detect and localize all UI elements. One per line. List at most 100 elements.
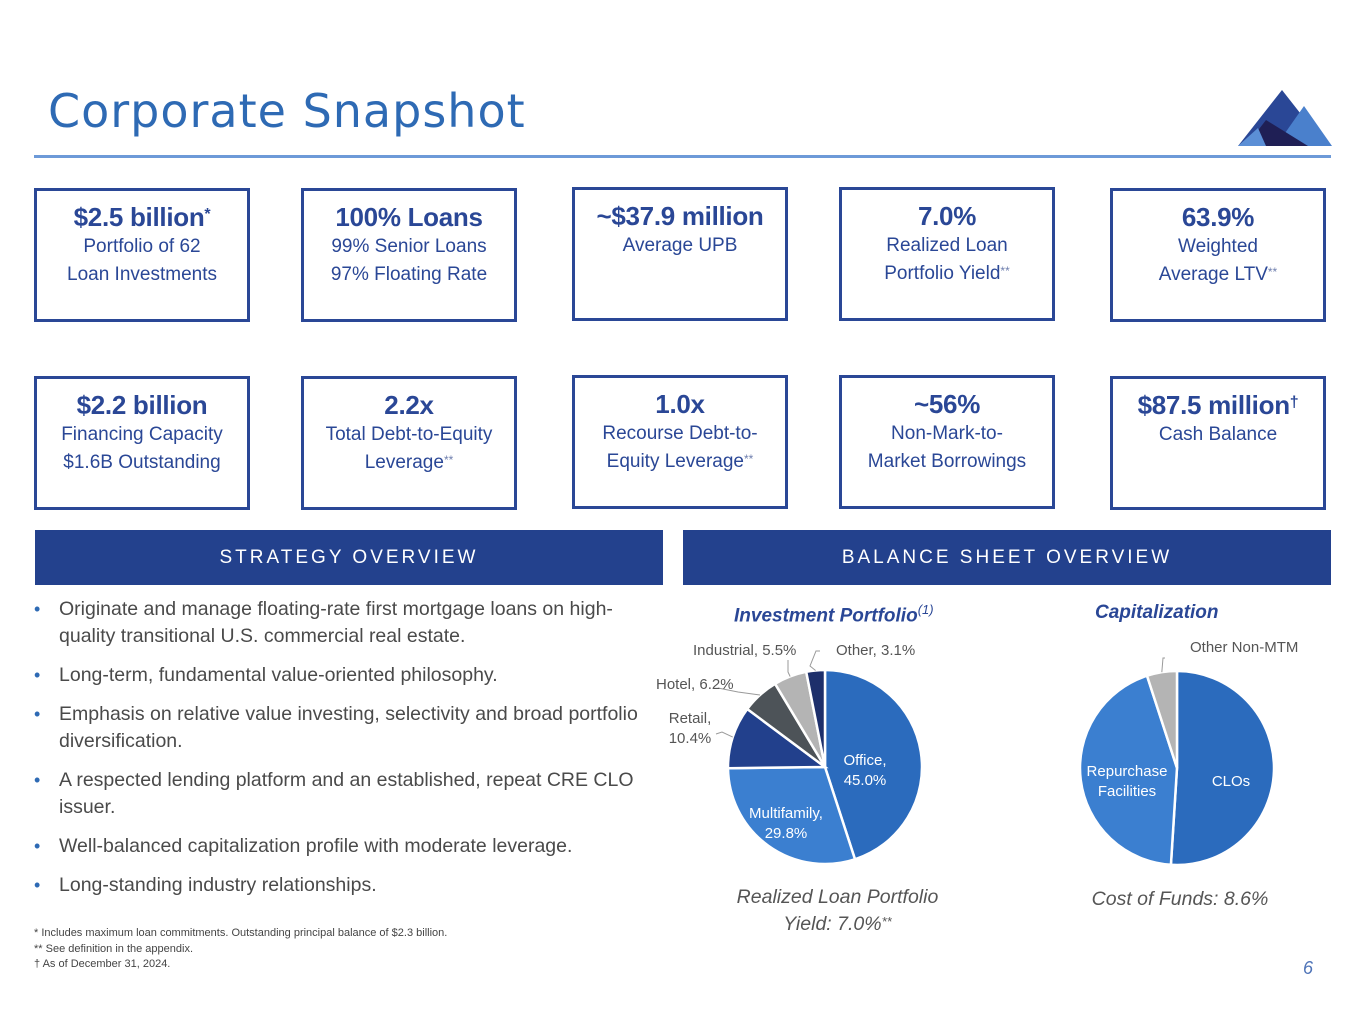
data-label-retail: Retail, [669, 710, 712, 727]
bullet-text: Emphasis on relative value investing, se… [59, 703, 638, 752]
kpi-value-text: 7.0% [917, 201, 977, 231]
pie-slice-office [823, 668, 924, 861]
kpi-label-line: Financing Capacity [37, 421, 247, 449]
kpi-value: 2.2x [304, 389, 514, 421]
kpi-label-line: Realized Loan [842, 232, 1052, 260]
kpi-label-line: Total Debt-to-Equity [304, 421, 514, 449]
bullet-icon: • [34, 836, 41, 856]
strategy-bullet: • A respected lending platform and an est… [34, 767, 654, 821]
kpi-label-line: Market Borrowings [842, 448, 1052, 476]
kpi-value-text: ~$37.9 million [596, 201, 764, 231]
kpi-label-line: Portfolio of 62 [37, 233, 247, 261]
leader-line [715, 731, 733, 738]
capitalization-pie-chart: CLOs Other Non-MTM Repurchase Facilities [1078, 639, 1298, 867]
footnote: † As of December 31, 2024. [34, 958, 171, 970]
bullet-text: A respected lending platform and an esta… [59, 769, 634, 818]
kpi-card: 1.0x Recourse Debt-to- Equity Leverage** [572, 375, 788, 509]
kpi-value-text: $2.5 billion [73, 202, 205, 232]
kpi-value-text: $87.5 million [1137, 390, 1290, 420]
strategy-bullet: • Long-term, fundamental value-oriented p… [34, 662, 654, 689]
kpi-label-text: Average UPB [622, 235, 738, 256]
kpi-label-text: Realized Loan [886, 235, 1008, 256]
kpi-card: 100% Loans 99% Senior Loans 97% Floating R… [301, 188, 517, 322]
title-divider [34, 155, 1331, 158]
kpi-label-text: Average LTV [1158, 264, 1268, 285]
kpi-card: $2.5 billion* Portfolio of 62 Loan Investm… [34, 188, 250, 322]
kpi-label-text: Financing Capacity [61, 424, 223, 445]
leader-line [1161, 657, 1165, 673]
kpi-value-text: $2.2 billion [76, 390, 208, 420]
kpi-value-text: 100% Loans [335, 202, 483, 232]
kpi-value: $2.5 billion* [37, 201, 247, 233]
kpi-label-line: $1.6B Outstanding [37, 449, 247, 477]
kpi-label-text: Cash Balance [1158, 424, 1278, 445]
chart-title-text: Investment Portfolio [734, 605, 918, 627]
strategy-bullet: • Emphasis on relative value investing, s… [34, 701, 654, 755]
data-label-multifamily: 29.8% [765, 825, 808, 842]
kpi-value-text: ~56% [913, 389, 981, 419]
leader-line [787, 660, 791, 677]
strategy-bullet-list: • Originate and manage floating-rate firs… [34, 596, 654, 911]
data-label-repurchase-facilities: Facilities [1098, 783, 1156, 800]
kpi-value-text: 2.2x [384, 390, 434, 420]
kpi-card: $2.2 billion Financing Capacity $1.6B Outs… [34, 376, 250, 510]
page-title: Corporate Snapshot [48, 84, 526, 138]
footnote: * Includes maximum loan commitments. Out… [34, 927, 448, 939]
kpi-value: ~56% [842, 388, 1052, 420]
kpi-value: 63.9% [1113, 201, 1323, 233]
investment-portfolio-title: Investment Portfolio(1) [734, 602, 934, 627]
kpi-label-text: 99% Senior Loans [331, 236, 487, 257]
pie-slice-other [804, 668, 827, 768]
kpi-card: 2.2x Total Debt-to-Equity Leverage** [301, 376, 517, 510]
bullet-icon: • [34, 875, 41, 895]
kpi-label-text: Leverage [364, 452, 444, 473]
kpi-label-line: 97% Floating Rate [304, 261, 514, 289]
investment-portfolio-pie-chart: Office, 45.0% Multifamily, 29.8% Retail, 10.4… [656, 642, 924, 866]
leader-line [809, 650, 820, 671]
data-label-retail: 10.4% [669, 730, 712, 747]
bullet-icon: • [34, 599, 41, 619]
data-label-other: Other, 3.1% [836, 642, 915, 659]
kpi-card: $87.5 million† Cash Balance [1110, 376, 1326, 510]
kpi-label-line: Equity Leverage** [575, 448, 785, 476]
footnote-mark: * [204, 206, 211, 223]
bullet-text: Originate and manage floating-rate first… [59, 598, 613, 647]
kpi-label-line: Portfolio Yield** [842, 260, 1052, 288]
kpi-label-line: Average LTV** [1113, 261, 1323, 289]
kpi-label-text: Loan Investments [67, 264, 217, 285]
footnote-mark: ** [443, 453, 454, 467]
kpi-label-text: Equity Leverage [606, 451, 744, 472]
kpi-card: 7.0% Realized Loan Portfolio Yield** [839, 187, 1055, 321]
data-label-other-non-mtm: Other Non-MTM [1190, 639, 1298, 656]
bullet-text: Well-balanced capitalization profile wit… [59, 835, 573, 857]
data-label-office: Office, [843, 752, 886, 769]
kpi-label-line: Cash Balance [1113, 421, 1323, 449]
footnote-mark: ** [1267, 265, 1278, 279]
kpi-label-line: Loan Investments [37, 261, 247, 289]
kpi-value-text: 1.0x [655, 389, 705, 419]
capitalization-caption: Cost of Funds: 8.6% [1091, 888, 1269, 910]
kpi-label-text: Portfolio of 62 [83, 236, 201, 257]
data-label-clos: CLOs [1212, 773, 1250, 790]
kpi-value: ~$37.9 million [575, 200, 785, 232]
kpi-value: 7.0% [842, 200, 1052, 232]
kpi-card: 63.9% Weighted Average LTV** [1110, 188, 1326, 322]
page-number: 6 [1303, 958, 1314, 978]
bullet-text: Long-standing industry relationships. [59, 874, 377, 896]
footnote-mark: ** [743, 452, 754, 466]
bullet-icon: • [34, 770, 41, 790]
strategy-bullet: • Originate and manage floating-rate firs… [34, 596, 654, 650]
balance-sheet-overview-banner: BALANCE SHEET OVERVIEW [683, 530, 1331, 585]
kpi-value-text: 63.9% [1181, 202, 1255, 232]
kpi-label-text: Portfolio Yield [884, 263, 1001, 284]
caption-mark: ** [881, 914, 892, 929]
kpi-label-text: Recourse Debt-to- [602, 423, 758, 444]
kpi-label-text: Non-Mark-to- [891, 423, 1003, 444]
footnote: ** See definition in the appendix. [34, 942, 194, 955]
kpi-card: ~56% Non-Mark-to- Market Borrowings [839, 375, 1055, 509]
strategy-bullet: • Well-balanced capitalization profile wi… [34, 833, 654, 860]
kpi-card: ~$37.9 million Average UPB [572, 187, 788, 321]
kpi-label-line: Recourse Debt-to- [575, 420, 785, 448]
kpi-label-line: Average UPB [575, 232, 785, 260]
kpi-value: $87.5 million† [1113, 389, 1323, 421]
